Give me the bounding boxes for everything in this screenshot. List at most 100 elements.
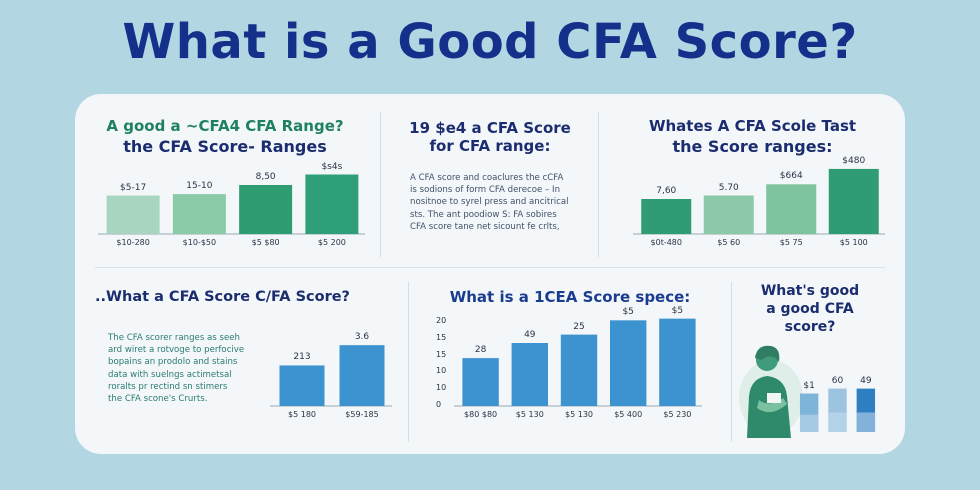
chart-bar (339, 345, 385, 406)
top-middle-title-1: 19 $e4 a CFA Score (409, 119, 571, 137)
chart-y-tick: 20 (436, 316, 447, 325)
chart-value-label: 8,50 (255, 172, 276, 182)
chart-bar (766, 184, 817, 234)
bottom-middle-title: What is a 1CEA Score spece: (449, 288, 691, 306)
chart-category-label: $5 75 (779, 238, 803, 247)
chart-category-label: $5 130 (515, 410, 544, 419)
chart-category-label: $5 130 (565, 410, 593, 419)
paragraph-line: A CFA score and coaclures the cCFA (410, 173, 564, 183)
chart-value-label: $5 (671, 305, 684, 316)
paragraph-line: CFA score tane net sicount fe crlts, (410, 221, 560, 232)
divider-bottom-left (408, 282, 409, 442)
chart-bar (511, 343, 549, 406)
chart-bar-segment (828, 412, 847, 432)
chart-category-label: $5 $80 (251, 238, 280, 247)
chart-bar (462, 358, 499, 406)
chart-category-label: $5 400 (614, 410, 643, 419)
illustration-hair (755, 345, 780, 362)
chart-value-label: 3.6 (354, 332, 370, 343)
divider-bottom-right (731, 282, 732, 442)
chart-value-label: 7,60 (656, 186, 677, 196)
bottom-middle-bar-chart: 28 $80 $80 49 $5 130 25 $5 130 $5 $5 400 $5 $5 23… (436, 306, 702, 422)
chart-bar (172, 194, 226, 234)
paragraph-line: roralts pr rectind sn stimers (108, 381, 228, 392)
chart-y-tick: 15 (436, 349, 447, 359)
top-middle-paragraph: A CFA score and coaclures the cCFA is so… (410, 172, 595, 233)
chart-value-label: $664 (779, 171, 803, 182)
chart-category-label: $59-185 (345, 410, 379, 419)
top-left-title-1: A good a ~CFA4 CFA Range? (106, 117, 344, 135)
chart-svg (270, 345, 392, 407)
paragraph-line: nositnoe to syrel press and ancitrical (410, 197, 569, 208)
chart-value-label: $5 (622, 307, 634, 318)
chart-svg (98, 174, 365, 235)
bottom-left-title: ..What a CFA Score C/FA Score? (95, 289, 350, 305)
chart-value-label: 213 (293, 352, 311, 363)
chart-bar (239, 185, 293, 234)
chart-svg (454, 318, 702, 407)
chart-value-label: $1 (803, 380, 815, 391)
chart-category-label: $5 60 (717, 238, 741, 247)
chart-bar (828, 168, 879, 234)
paragraph-line: is sodions of form CFA derecoe – In (410, 185, 561, 196)
chart-value-label: 49 (524, 330, 536, 340)
chart-category-label: $5 180 (288, 410, 316, 419)
chart-value-label: 28 (474, 345, 487, 356)
top-left-title-2: the CFA Score- Ranges (123, 137, 327, 156)
chart-bar (641, 199, 692, 234)
chart-bar (305, 174, 359, 234)
paragraph-line: data with suelngs actimetsal (108, 369, 232, 380)
bottom-right-title-2: a good CFA (766, 301, 854, 317)
bottom-left-bar-chart: 213 $5 180 3.6 $59-185 (270, 314, 392, 420)
divider-top-right (598, 112, 599, 257)
chart-bar (106, 195, 160, 234)
chart-value-label: 49 (860, 375, 872, 386)
chart-category-label: $10-$50 (182, 238, 217, 247)
chart-bar (609, 320, 647, 406)
bottom-right-title-1: What's good (760, 283, 860, 299)
page-title: What is a Good CFA Score? (122, 14, 858, 70)
chart-bar (560, 334, 598, 406)
horizontal-divider (95, 267, 885, 268)
chart-value-label: $480 (842, 155, 866, 166)
chart-bar (703, 195, 754, 234)
chart-value-label: $s4s (321, 161, 343, 172)
illustration-paper (767, 393, 781, 403)
bottom-right-title-3: score? (784, 319, 836, 335)
chart-value-label: 25 (573, 321, 585, 332)
top-right-title-1: Whates A CFA Scole Tast (648, 117, 857, 135)
chart-value-label: $5-17 (120, 182, 147, 193)
chart-category-label: $5 230 (663, 410, 692, 419)
chart-bar-segment (799, 414, 819, 432)
chart-bar-segment (856, 412, 876, 432)
chart-category-label: $0t-480 (650, 238, 682, 247)
bottom-left-paragraph: The CFA scorer ranges as seeh ard wiret … (108, 332, 268, 405)
chart-category-label: $10-280 (116, 238, 150, 247)
chart-svg (799, 388, 876, 432)
chart-value-label: 15-10 (186, 181, 213, 192)
chart-y-tick: 10 (436, 383, 447, 393)
chart-y-tick: 10 (436, 366, 447, 376)
chart-bar (659, 318, 696, 406)
top-left-bar-chart: $5-17 $10-280 15-10 $10-$50 8,50 $5 $80 $s4s $5… (98, 150, 365, 250)
chart-value-label: 5.70 (718, 182, 739, 193)
chart-y-tick: 15 (436, 332, 447, 342)
chart-bar (279, 365, 325, 406)
paragraph-line: sts. The ant poodiow S: FA sobires (410, 209, 557, 220)
paragraph-line: The CFA scorer ranges as seeh (108, 333, 241, 343)
top-right-title-2: the Score ranges: (672, 137, 833, 156)
top-middle-title-2: for CFA range: (429, 137, 551, 155)
chart-category-label: $5 100 (839, 238, 868, 247)
paragraph-line: the CFA scone's Crurts. (108, 394, 208, 405)
chart-svg (633, 168, 885, 235)
paragraph-line: ard wiret a rotvoge to perfocive (108, 345, 245, 356)
paragraph-line: bopains an prodolo and stains (108, 357, 238, 368)
chart-y-tick: 0 (436, 400, 442, 409)
chart-category-label: $80 $80 (464, 410, 498, 419)
chart-category-label: $5 200 (317, 238, 346, 247)
top-right-bar-chart: 7,60 $0t-480 5.70 $5 60 $664 $5 75 $480 $5 100 (633, 150, 885, 250)
person-illustration (739, 345, 803, 438)
chart-value-label: 60 (831, 375, 844, 386)
bottom-right-bar-chart: $1 60 49 (795, 348, 880, 436)
divider-top-left (380, 112, 381, 257)
